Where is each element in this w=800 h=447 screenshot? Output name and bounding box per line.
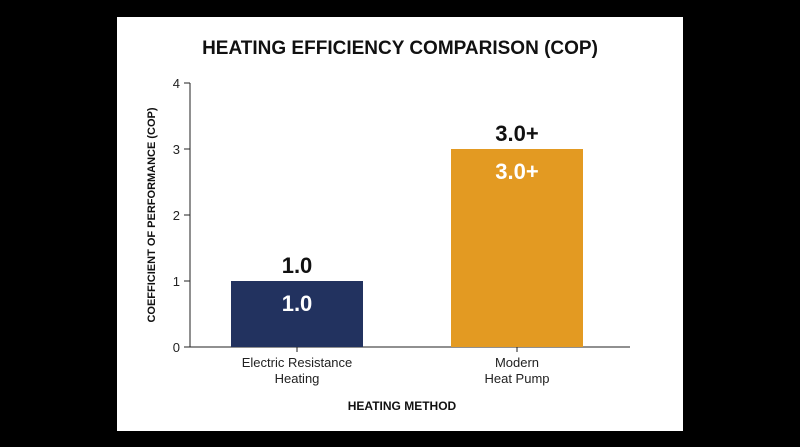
y-tick-label: 2 bbox=[173, 208, 180, 223]
category-label: Heating bbox=[275, 371, 320, 386]
category-label: Modern bbox=[495, 355, 539, 370]
chart-card bbox=[117, 17, 683, 431]
bar-2 bbox=[451, 149, 583, 347]
y-axis-label: COEFFICIENT OF PERFORMANCE (COP) bbox=[146, 107, 158, 322]
bar-1 bbox=[231, 281, 363, 347]
chart-title: HEATING EFFICIENCY COMPARISON (COP) bbox=[202, 38, 598, 59]
y-tick-label: 4 bbox=[173, 76, 180, 91]
y-tick-label: 3 bbox=[173, 142, 180, 157]
y-tick-label: 1 bbox=[173, 274, 180, 289]
y-tick-label: 0 bbox=[173, 340, 180, 355]
bar-value-label-above: 3.0+ bbox=[495, 121, 538, 146]
bar-value-label-inside: 3.0+ bbox=[495, 159, 538, 184]
x-axis-label: HEATING METHOD bbox=[348, 399, 457, 413]
bar-value-label-inside: 1.0 bbox=[282, 291, 313, 316]
category-label: Heat Pump bbox=[484, 371, 549, 386]
category-label: Electric Resistance bbox=[242, 355, 353, 370]
bar-value-label-above: 1.0 bbox=[282, 253, 313, 278]
